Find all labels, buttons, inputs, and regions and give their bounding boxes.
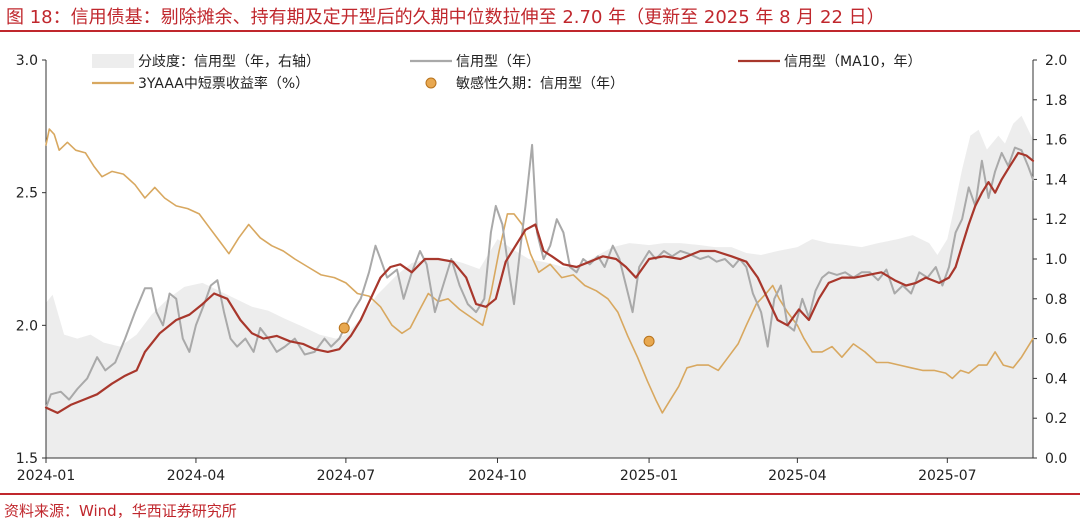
area-layer — [46, 115, 1033, 458]
y-left-tick-label: 3.0 — [16, 53, 38, 69]
series-area-divergence — [46, 115, 1033, 458]
axes-layer: 1.5 2.0 2.5 3.0 0.0 0.2 0.4 0.6 0.8 1.0 1.2 1.4 1.6 1… — [16, 53, 1068, 484]
bottom-rule — [0, 493, 1080, 495]
legend: 分歧度：信用型（年，右轴） 信用型（年） 信用型（MA10，年） 3YAAA中短票收益… — [92, 54, 921, 92]
y-right-tick-label: 2.0 — [1045, 53, 1067, 69]
y-left-tick-label: 2.0 — [16, 318, 38, 334]
x-tick-label: 2024-07 — [317, 468, 376, 484]
series-line-3yaaa-yield — [45, 128, 1034, 414]
series-point-sensitivity — [338, 322, 350, 334]
y-right-tick-label: 0.8 — [1045, 292, 1067, 308]
source-note: 资料来源：Wind，华西证券研究所 — [4, 502, 237, 520]
y-left-tick-label: 2.5 — [16, 186, 38, 202]
y-right-tick-label: 1.4 — [1045, 172, 1067, 188]
legend-swatch-dot — [425, 77, 437, 89]
legend-label: 信用型（MA10，年） — [784, 54, 921, 70]
points-layer — [338, 322, 655, 347]
x-tick-label: 2024-04 — [167, 468, 226, 484]
series-point-sensitivity — [643, 335, 655, 347]
y-right-tick-label: 0.6 — [1045, 332, 1067, 348]
y-right-tick-label: 1.6 — [1045, 133, 1067, 149]
x-tick-label: 2024-10 — [468, 468, 527, 484]
y-right-tick-label: 1.8 — [1045, 93, 1067, 109]
x-tick-label: 2025-01 — [620, 468, 679, 484]
legend-label: 敏感性久期：信用型（年） — [456, 75, 624, 92]
y-right-tick-label: 0.4 — [1045, 371, 1067, 387]
y-right-tick-label: 0.2 — [1045, 411, 1067, 427]
y-right-tick-label: 1.2 — [1045, 212, 1067, 228]
x-tick-label: 2025-07 — [918, 468, 977, 484]
legend-label: 3YAAA中短票收益率（%） — [138, 75, 309, 92]
x-tick-label: 2024-01 — [17, 468, 76, 484]
chart: 1.5 2.0 2.5 3.0 0.0 0.2 0.4 0.6 0.8 1.0 1.2 1.4 1.6 1… — [16, 53, 1068, 484]
figure-title: 图 18：信用债基：剔除摊余、持有期及定开型后的久期中位数拉伸至 2.70 年（… — [6, 7, 885, 28]
series-line-credit-ma10 — [44, 151, 1035, 414]
y-right-tick-label: 1.0 — [1045, 252, 1067, 268]
legend-label: 分歧度：信用型（年，右轴） — [138, 54, 320, 70]
top-rule — [0, 30, 1080, 32]
legend-swatch-area — [92, 54, 134, 68]
y-left-tick-label: 1.5 — [16, 451, 38, 467]
x-tick-label: 2025-04 — [768, 468, 827, 484]
y-right-tick-label: 0.0 — [1045, 451, 1067, 467]
legend-label: 信用型（年） — [456, 54, 540, 70]
lines-layer — [44, 128, 1035, 414]
